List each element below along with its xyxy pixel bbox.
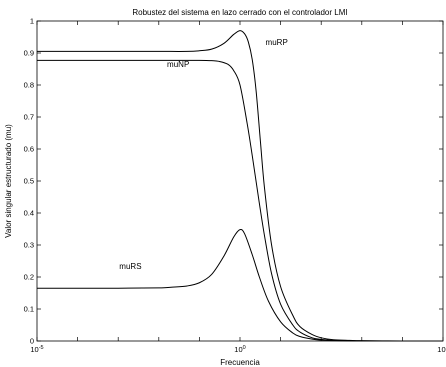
x-axis: 10-5 100 105	[30, 21, 446, 354]
x-tick-label: 105	[437, 345, 446, 354]
y-tick-label: 0.5	[24, 177, 34, 186]
y-axis-label: Valor singular estructurado (mu)	[4, 124, 13, 238]
plot-area: 0 0.1 0.2 0.3 0.4 0.5 0.6 0.7 0.8 0.9 1 10-5 100 105…	[24, 17, 446, 355]
chart-title: Robustez del sistema en lazo cerrado con…	[132, 8, 347, 17]
y-tick-label: 0.6	[24, 145, 34, 154]
x-tick-label: 10-5	[30, 345, 43, 354]
y-tick-label: 0.4	[24, 209, 34, 218]
y-tick-label: 0.7	[24, 113, 34, 122]
series-line-muNP	[37, 59, 443, 342]
annotation-muRP: muRP	[266, 38, 288, 47]
annotation-muRS: muRS	[119, 262, 141, 271]
x-axis-label: Frecuencia	[220, 358, 260, 367]
annotations: muRP muNP muRS	[119, 38, 287, 271]
y-tick-label: 1	[30, 17, 34, 26]
series-line-muRS	[36, 228, 443, 342]
y-tick-label: 0.3	[24, 241, 34, 250]
y-axis: 0 0.1 0.2 0.3 0.4 0.5 0.6 0.7 0.8 0.9 1	[24, 17, 443, 346]
annotation-muNP: muNP	[167, 60, 189, 69]
y-tick-label: 0.9	[24, 49, 34, 58]
series-lines	[36, 30, 444, 342]
y-tick-label: 0.1	[24, 305, 34, 314]
x-tick-label: 100	[234, 345, 245, 354]
y-tick-label: 0	[30, 337, 34, 346]
y-tick-label: 0.2	[24, 273, 34, 282]
plot-frame	[36, 20, 444, 342]
series-line-muRP	[37, 30, 444, 342]
y-tick-label: 0.8	[24, 81, 34, 90]
